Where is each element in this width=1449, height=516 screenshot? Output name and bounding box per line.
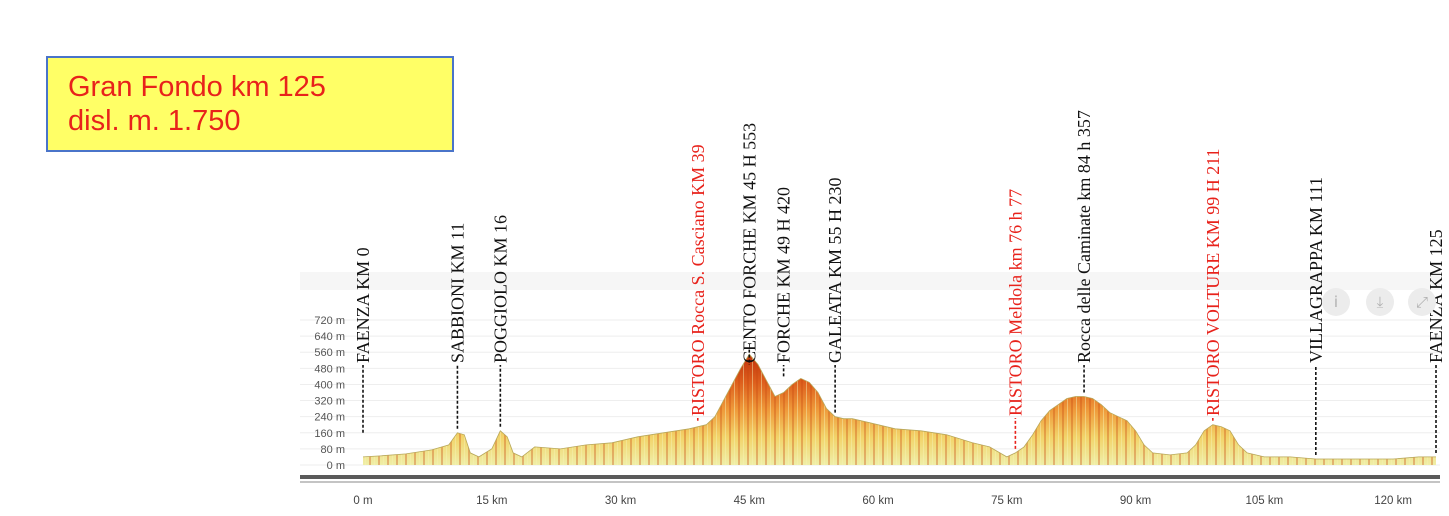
elevation-line: [362, 353, 1436, 460]
marker-label: GALEATA KM 55 H 230: [825, 177, 845, 363]
title-line-1: Gran Fondo km 125: [68, 71, 326, 103]
x-tick-label: 15 km: [476, 495, 507, 507]
marker-label: VILLAGRAPPA KM 111: [1306, 177, 1326, 363]
axis-layer: 0 m 80 m 160 m 240 m 320 m 400 m 480 m 560 m 640…: [300, 315, 1440, 507]
marker-label: FORCHE KM 49 H 420: [774, 187, 794, 363]
x-tick-label: 45 km: [734, 495, 765, 507]
x-tick-label: 90 km: [1120, 495, 1151, 507]
marker-layer: FAENZA KM 0 SABBIONI KM 11 POGGIOLO KM 16 R…: [353, 110, 1446, 455]
expand-icon[interactable]: ⤢: [1408, 288, 1436, 316]
marker-label: FAENZA KM 0: [353, 247, 373, 363]
x-axis-bar-shadow: [300, 481, 1440, 483]
y-tick-label: 80 m: [321, 444, 345, 456]
x-tick-label: 120 km: [1374, 495, 1412, 507]
y-tick-label: 240 m: [314, 412, 345, 424]
y-tick-label: 640 m: [314, 331, 345, 343]
y-tick-label: 160 m: [314, 428, 345, 440]
y-tick-label: 560 m: [314, 347, 345, 359]
y-tick-label: 720 m: [314, 315, 345, 327]
x-tick-label: 0 m: [353, 495, 372, 507]
y-tick-label: 0 m: [327, 460, 345, 472]
y-tick-label: 400 m: [314, 379, 345, 391]
marker-label: RISTORO Rocca S. Casciano KM 39: [688, 144, 708, 416]
x-tick-label: 105 km: [1245, 495, 1283, 507]
info-icon[interactable]: i: [1322, 288, 1350, 316]
elevation-stripes: [363, 354, 1436, 465]
title-box: Gran Fondo km 125 disl. m. 1.750: [46, 56, 454, 152]
marker-label: SABBIONI KM 11: [447, 223, 467, 363]
marker-label: CENTO FORCHE KM 45 H 553: [739, 123, 759, 363]
title-line-2: disl. m. 1.750: [68, 105, 241, 137]
marker-label: RISTORO VOLTURE KM 99 H 211: [1203, 148, 1223, 416]
y-tick-label: 320 m: [314, 396, 345, 408]
area-layer: [362, 353, 1436, 465]
download-icon[interactable]: ⤓: [1366, 288, 1394, 316]
marker-label: Rocca delle Caminate km 84 h 357: [1074, 110, 1094, 363]
x-tick-label: 30 km: [605, 495, 636, 507]
y-tick-label: 480 m: [314, 363, 345, 375]
x-axis-bar: [300, 475, 1440, 479]
marker-label: FAENZA KM 125: [1426, 229, 1446, 363]
plot-band-top: [300, 272, 1440, 290]
x-tick-label: 60 km: [862, 495, 893, 507]
x-tick-label: 75 km: [991, 495, 1022, 507]
marker-label: RISTORO Meldola km 76 h 77: [1005, 189, 1025, 416]
marker-label: POGGIOLO KM 16: [490, 215, 510, 363]
